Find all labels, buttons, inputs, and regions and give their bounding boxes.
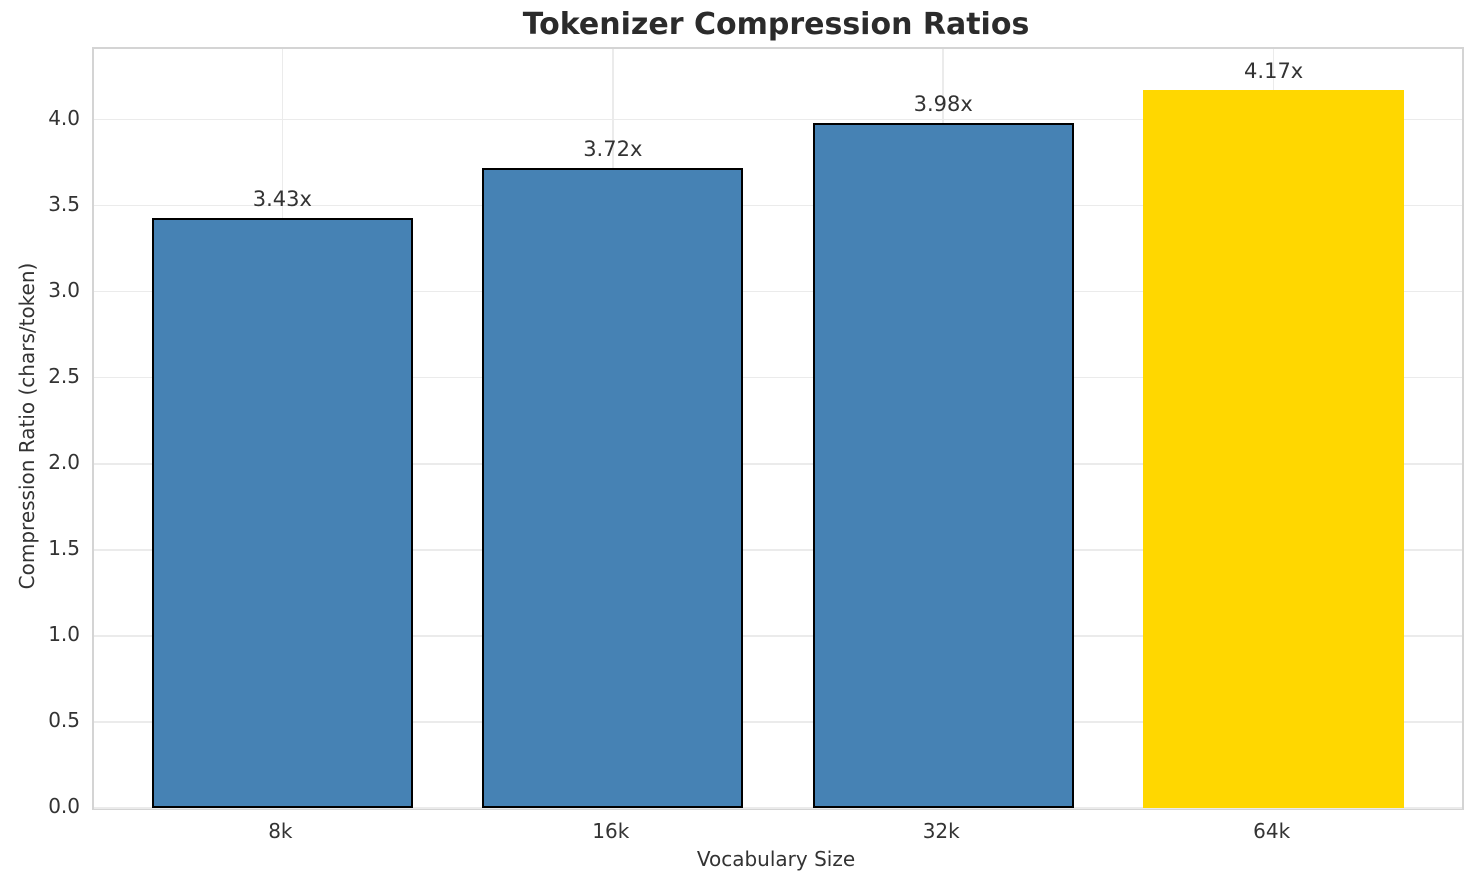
gridline-h [94, 463, 1462, 465]
bar-value-label: 3.98x [913, 92, 973, 116]
bar-8k [151, 217, 413, 808]
bar-32k [812, 123, 1074, 808]
bar-value-label: 3.72x [583, 136, 643, 161]
gridline-h [94, 118, 1462, 121]
plot-area: 3.43x 3.72x 3.98x 4.17x [92, 47, 1464, 810]
y-tick-label: 2.0 [48, 449, 80, 474]
bar-value-label: 3.43x [252, 186, 312, 211]
y-tick-label: 0.0 [48, 794, 80, 818]
y-tick-label: 0.5 [48, 707, 80, 732]
y-tick-label: 1.5 [48, 535, 80, 560]
y-tick-label: 3.5 [48, 191, 80, 216]
gridline-h [94, 635, 1462, 637]
x-tick-label: 64k [1253, 819, 1291, 843]
x-tick-label: 16k [592, 819, 630, 843]
y-tick-label: 2.5 [48, 363, 80, 388]
gridline-h [94, 376, 1462, 379]
gridline-h [94, 204, 1462, 207]
y-tick-label: 1.0 [48, 621, 80, 646]
bar-64k [1143, 90, 1405, 808]
y-tick-label: 4.0 [48, 105, 80, 130]
x-axis-label: Vocabulary Size [696, 847, 856, 871]
x-tick-label: 32k [922, 819, 960, 843]
bar-value-label: 4.17x [1244, 59, 1304, 84]
x-tick-label: 8k [268, 819, 293, 843]
y-tick-label: 3.0 [48, 277, 80, 302]
gridline-h [94, 290, 1462, 293]
gridline-h [94, 549, 1462, 551]
gridline-h [94, 807, 1462, 809]
chart-title: Tokenizer Compression Ratios [522, 7, 1030, 42]
bar-16k [482, 167, 744, 808]
gridline-h [94, 721, 1462, 723]
